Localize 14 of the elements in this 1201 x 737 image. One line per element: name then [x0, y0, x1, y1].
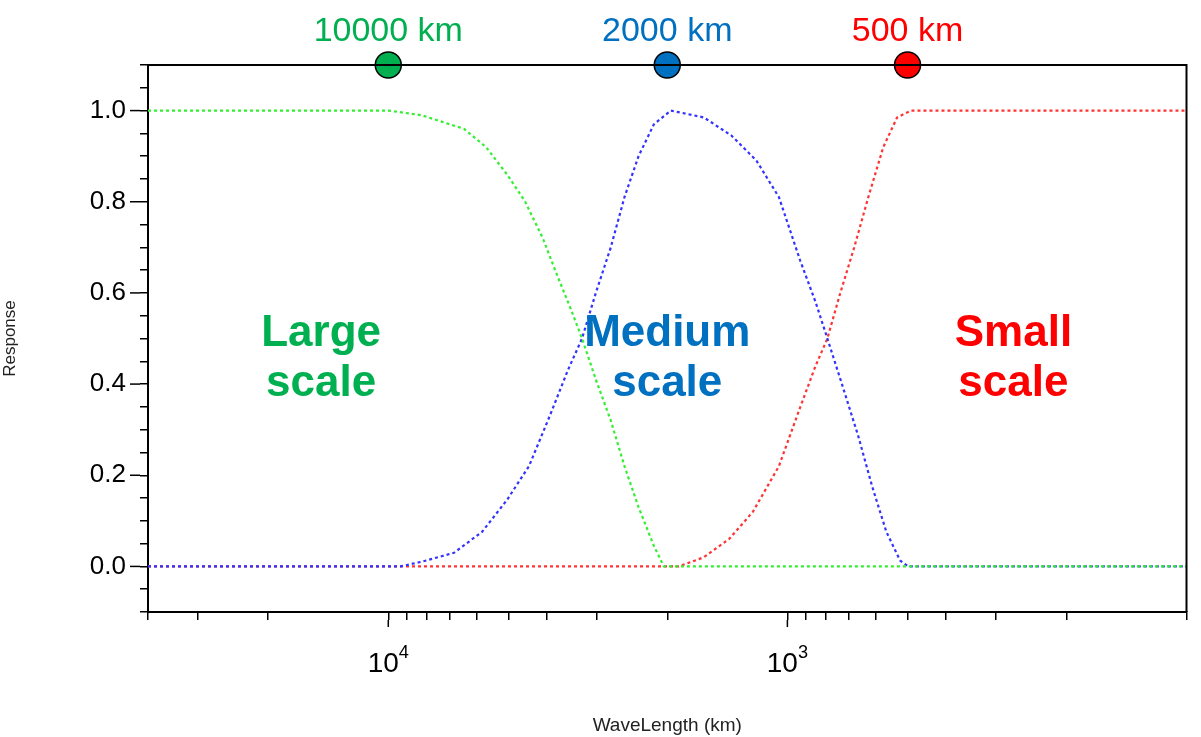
- y-axis-title: Response: [0, 300, 19, 377]
- y-tick-label: 1.0: [89, 93, 126, 124]
- annotation: Small scale: [954, 305, 1073, 405]
- x-axis-title: WaveLength (km): [592, 713, 742, 735]
- y-tick-label: 0.4: [89, 367, 126, 398]
- y-tick-label: 0.2: [89, 458, 126, 489]
- y-tick-label: 0.6: [89, 276, 126, 307]
- annotation: Large scale: [261, 305, 381, 405]
- series-label: 500 km: [851, 10, 964, 48]
- series-label: 10000 km: [313, 10, 463, 48]
- annotation: Medium scale: [584, 305, 751, 405]
- series-label: 2000 km: [602, 10, 733, 48]
- y-tick-label: 0.8: [89, 184, 126, 215]
- y-tick-label: 0.0: [89, 549, 126, 580]
